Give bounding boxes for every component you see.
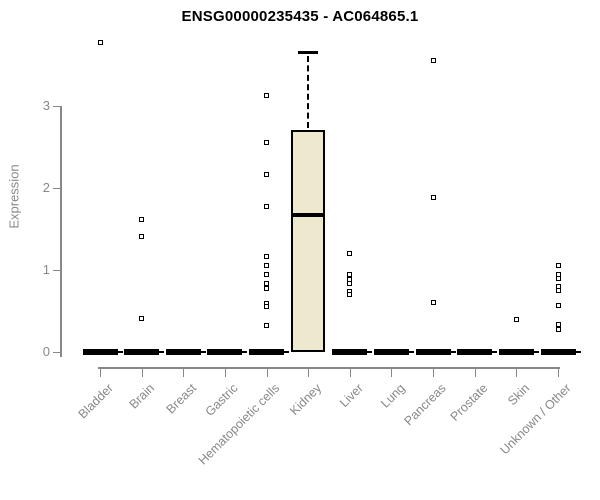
zero-box-bar (332, 349, 368, 355)
zero-box-bar (373, 349, 409, 355)
zero-box-bar (207, 349, 243, 355)
outlier-point (264, 263, 270, 269)
upper-whisker (307, 55, 310, 128)
outlier-point (347, 251, 353, 257)
outlier-point (555, 326, 561, 332)
outlier-point (555, 263, 561, 269)
zero-box-whisker-stub (408, 351, 414, 353)
x-tick-label: Prostate (447, 381, 491, 424)
x-tick-label: Pancreas (401, 381, 450, 429)
zero-box-whisker-stub (367, 351, 373, 353)
outlier-point (264, 323, 270, 329)
zero-box-whisker-stub (492, 351, 498, 353)
x-tick-label: Kidney (287, 381, 325, 418)
x-axis-tick (516, 368, 518, 377)
x-tick-label: Breast (163, 381, 200, 417)
zero-box-whisker-stub (450, 351, 456, 353)
y-axis-label: Expression (6, 164, 22, 229)
zero-box-whisker-stub (200, 351, 206, 353)
outlier-point (347, 276, 353, 282)
x-tick-label: Hematopoietic cells (195, 381, 283, 468)
outlier-point (555, 288, 561, 293)
outlier-point (347, 292, 353, 298)
y-axis-tick (53, 269, 60, 271)
chart-title: ENSG00000235435 - AC064865.1 (181, 8, 419, 25)
outlier-point (264, 172, 270, 178)
outlier-point (264, 140, 270, 146)
outlier-point (513, 316, 519, 322)
zero-box-bar (165, 349, 201, 355)
zero-box-whisker-stub (284, 351, 290, 353)
y-tick-label: 3 (42, 98, 50, 113)
outlier-point (264, 304, 270, 310)
zero-box-whisker-stub (159, 351, 165, 353)
zero-box-bar (249, 349, 285, 355)
x-axis-tick (558, 368, 560, 377)
y-tick-label: 1 (42, 262, 50, 277)
outlier-point (139, 233, 145, 239)
x-axis-tick (433, 368, 435, 377)
outlier-point (264, 272, 270, 278)
boxplot-box (291, 129, 326, 352)
outlier-point (430, 300, 436, 306)
outlier-point (264, 286, 270, 292)
zero-box-bar (457, 349, 493, 355)
y-axis-tick (53, 187, 60, 189)
x-axis-tick (349, 368, 351, 377)
zero-box-bar (498, 349, 534, 355)
zero-box-whisker-stub (533, 351, 539, 353)
y-axis-line (60, 106, 62, 357)
y-tick-label: 0 (42, 344, 50, 359)
outlier-point (264, 203, 270, 209)
zero-box-whisker-stub (242, 351, 248, 353)
boxplot-median (291, 213, 326, 218)
zero-box-bar (415, 349, 451, 355)
outlier-point (555, 275, 561, 281)
x-axis-tick (224, 368, 226, 377)
x-tick-label: Brain (127, 381, 158, 412)
outlier-point (264, 280, 270, 286)
zero-box-bar (82, 349, 118, 355)
x-axis-tick (141, 368, 143, 377)
x-axis-line (98, 367, 561, 369)
zero-box-whisker-stub (575, 351, 581, 353)
x-axis-tick (474, 368, 476, 377)
x-axis-tick (308, 368, 310, 377)
outlier-point (555, 302, 561, 308)
outlier-point (139, 217, 145, 223)
outlier-point (347, 281, 353, 287)
x-axis-tick (183, 368, 185, 377)
x-tick-label: Skin (505, 381, 533, 409)
outlier-point (139, 315, 145, 321)
x-tick-label: Liver (336, 381, 366, 411)
upper-whisker-cap (298, 50, 319, 54)
zero-box-bar (540, 349, 576, 355)
y-axis-tick (53, 105, 60, 107)
outlier-point (97, 39, 103, 45)
x-tick-label: Bladder (75, 381, 116, 422)
outlier-point (264, 92, 270, 98)
x-axis-tick (391, 368, 393, 377)
outlier-point (430, 57, 436, 63)
zero-box-whisker-stub (117, 351, 123, 353)
outlier-point (430, 195, 436, 201)
outlier-point (264, 253, 270, 259)
x-tick-label: Gastric (202, 381, 241, 419)
zero-box-bar (124, 349, 160, 355)
y-axis-tick (53, 351, 60, 353)
x-axis-tick (266, 368, 268, 377)
y-tick-label: 2 (42, 180, 50, 195)
x-tick-label: Lung (377, 381, 408, 411)
x-axis-tick (100, 368, 101, 377)
